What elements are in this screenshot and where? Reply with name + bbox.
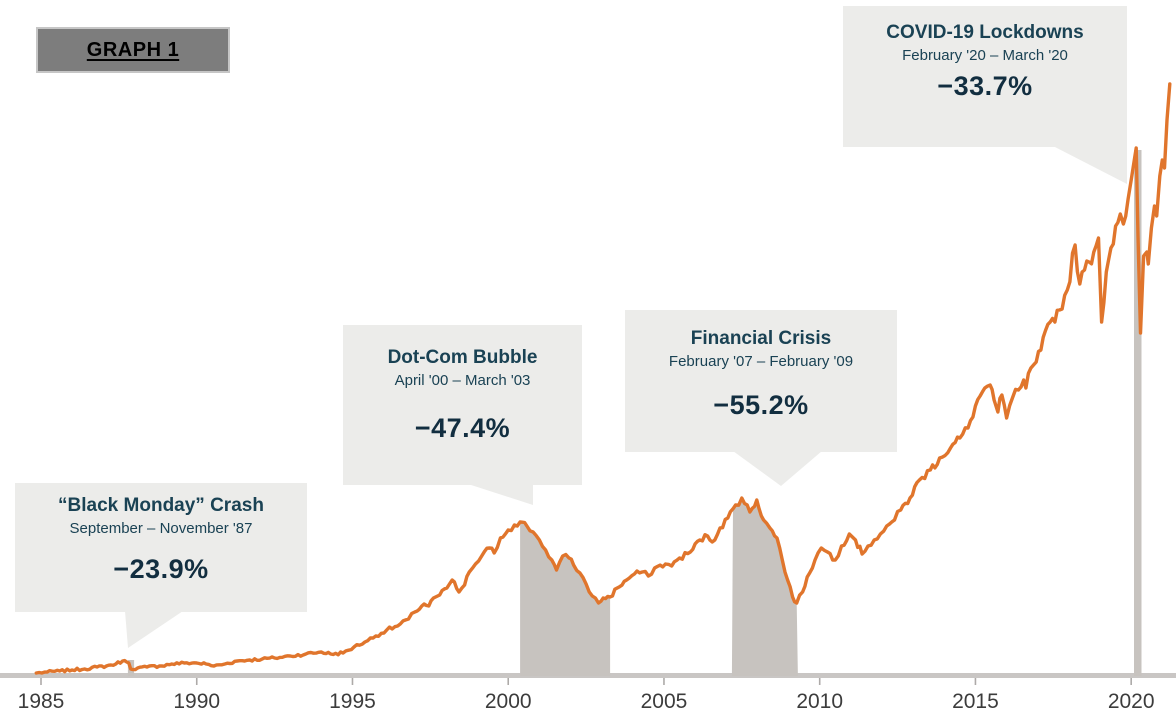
- callout-dot-com: Dot-Com Bubble April '00 – March '03 −47…: [343, 325, 582, 485]
- callout-decline: −33.7%: [937, 70, 1033, 101]
- graph-title: GRAPH 1: [86, 38, 180, 61]
- callout-period: April '00 – March '03: [394, 371, 531, 389]
- price-line: [34, 82, 1172, 675]
- callout-tail-dot-com: [468, 484, 533, 505]
- crash-band-dot-com: [520, 522, 611, 676]
- callout-tails: [125, 146, 1127, 648]
- callout-title: “Black Monday” Crash: [58, 495, 264, 516]
- x-axis-ticks: [40, 678, 1132, 685]
- callout-period: February '20 – March '20: [902, 46, 1068, 64]
- crash-band-financial-crisis: [731, 498, 798, 676]
- crash-band-covid: [1134, 150, 1142, 676]
- callout-title: Financial Crisis: [690, 328, 832, 349]
- callout-period: September – November '87: [69, 519, 253, 537]
- callout-tail-covid: [1053, 146, 1127, 184]
- crash-bands: [127, 150, 1142, 676]
- callout-tail-financial-crisis: [733, 451, 822, 486]
- callout-title: COVID-19 Lockdowns: [886, 22, 1084, 43]
- callout-decline: −47.4%: [414, 412, 511, 443]
- callout-black-monday: “Black Monday” Crash September – Novembe…: [15, 483, 307, 612]
- callout-tail-black-monday: [125, 611, 183, 648]
- callout-period: February '07 – February '09: [668, 352, 854, 370]
- callout-financial-crisis: Financial Crisis February '07 – February…: [625, 310, 897, 452]
- callout-decline: −23.9%: [113, 553, 209, 584]
- callout-title: Dot-Com Bubble: [387, 347, 538, 368]
- callout-decline: −55.2%: [713, 389, 809, 420]
- callout-covid: COVID-19 Lockdowns February '20 – March …: [843, 6, 1127, 147]
- graph-title-badge: GRAPH 1: [36, 27, 230, 73]
